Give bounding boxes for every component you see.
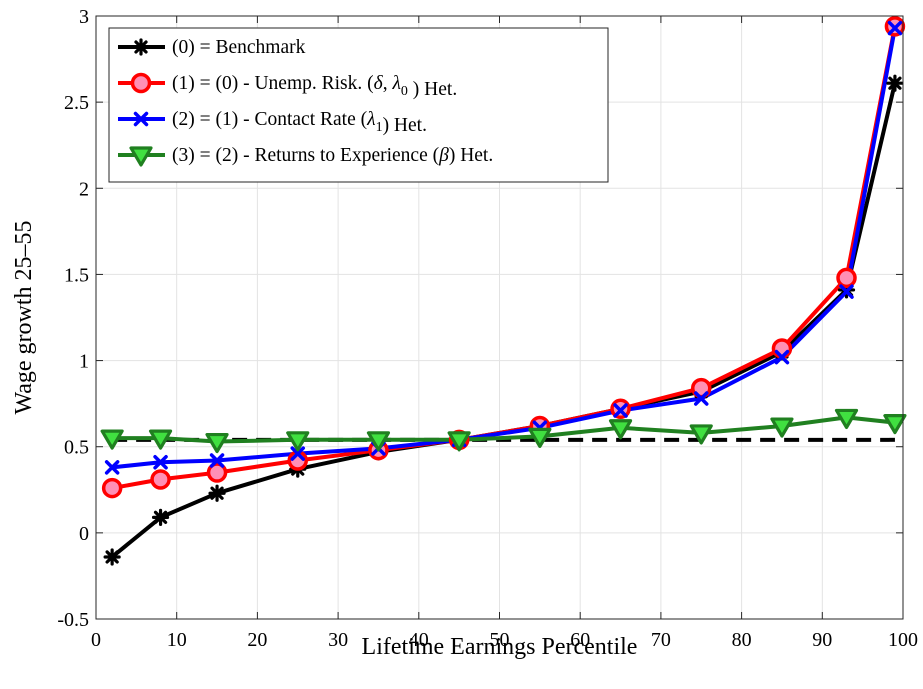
series-1-point: [838, 269, 855, 286]
legend-marker: [134, 40, 148, 54]
y-tick-label: 1: [79, 351, 89, 373]
x-tick-label: 100: [888, 629, 918, 651]
legend-label: (3) = (2) - Returns to Experience (β) He…: [172, 145, 493, 166]
y-tick-label: 2: [79, 178, 89, 200]
x-tick-label: 80: [732, 629, 752, 651]
series-0-point: [210, 486, 224, 500]
series-3-point: [885, 416, 905, 433]
y-tick-label: -0.5: [57, 609, 89, 631]
y-axis-label: Wage growth 25–55: [11, 220, 37, 414]
y-tick-label: 0: [79, 523, 89, 545]
series-1-point: [152, 471, 169, 488]
x-tick-label: 20: [247, 629, 267, 651]
y-tick-label: 0.5: [64, 437, 89, 459]
x-axis-label: Lifetime Earnings Percentile: [362, 634, 638, 660]
x-tick-label: 30: [328, 629, 348, 651]
x-tick-label: 70: [651, 629, 671, 651]
x-tick-label: 90: [812, 629, 832, 651]
y-tick-labels: -0.5 0 0.5 1 1.5 2 2.5 3: [57, 6, 89, 631]
y-tick-label: 2.5: [64, 92, 89, 114]
legend-marker: [133, 75, 150, 92]
legend: (0) = Benchmark(1) = (0) - Unemp. Risk. …: [109, 28, 608, 182]
x-tick-label: 10: [167, 629, 187, 651]
y-tick-label: 1.5: [64, 264, 89, 286]
series-1-point: [773, 340, 790, 357]
legend-entry-3: (3) = (2) - Returns to Experience (β) He…: [118, 145, 493, 166]
y-tick-label: 3: [79, 6, 89, 28]
legend-label: (0) = Benchmark: [172, 37, 306, 58]
series-0-point: [888, 76, 902, 90]
series-0-point: [154, 510, 168, 524]
series-0-point: [105, 550, 119, 564]
series-1-point: [104, 480, 121, 497]
x-tick-label: 0: [91, 629, 101, 651]
